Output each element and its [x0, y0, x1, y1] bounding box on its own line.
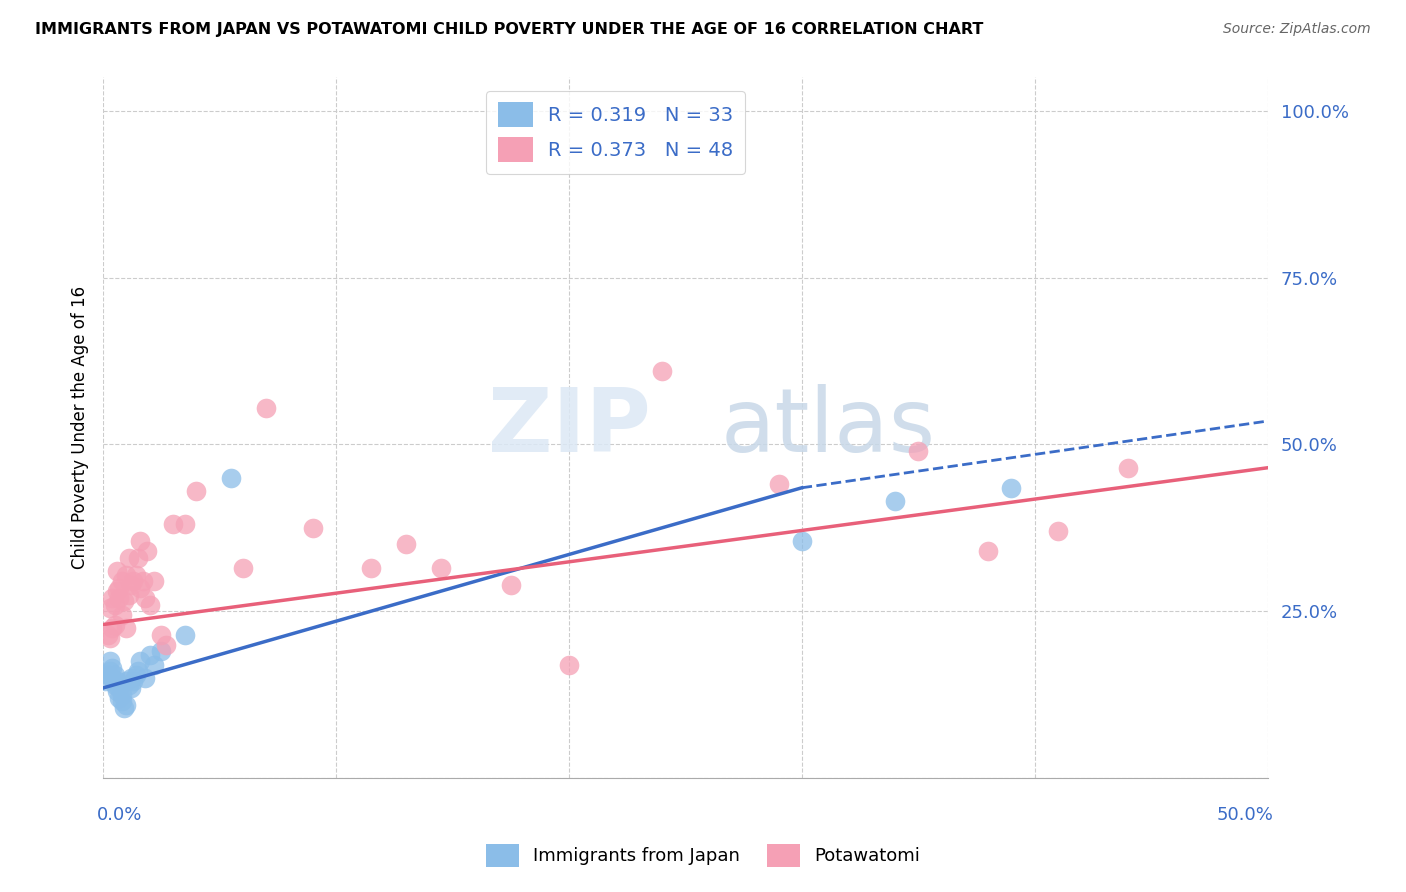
Point	[790, 534, 813, 549]
Point	[105, 564, 128, 578]
Legend: R = 0.319   N = 33, R = 0.373   N = 48: R = 0.319 N = 33, R = 0.373 N = 48	[486, 91, 745, 174]
Point	[301, 521, 323, 535]
Point	[118, 550, 141, 565]
Point	[134, 591, 156, 605]
Point	[104, 598, 127, 612]
Point	[120, 681, 142, 695]
Point	[907, 444, 929, 458]
Point	[136, 544, 159, 558]
Point	[111, 607, 134, 622]
Point	[101, 621, 124, 635]
Point	[254, 401, 277, 415]
Point	[108, 690, 131, 705]
Point	[98, 600, 121, 615]
Point	[132, 574, 155, 589]
Point	[115, 698, 138, 712]
Point	[112, 594, 135, 608]
Point	[105, 674, 128, 689]
Text: Source: ZipAtlas.com: Source: ZipAtlas.com	[1223, 22, 1371, 37]
Point	[143, 574, 166, 589]
Point	[162, 517, 184, 532]
Point	[125, 567, 148, 582]
Point	[122, 674, 145, 689]
Point	[98, 654, 121, 668]
Point	[150, 644, 173, 658]
Point	[108, 581, 131, 595]
Text: 50.0%: 50.0%	[1216, 806, 1274, 824]
Point	[122, 574, 145, 589]
Point	[219, 471, 242, 485]
Point	[768, 477, 790, 491]
Point	[360, 561, 382, 575]
Point	[232, 561, 254, 575]
Point	[186, 484, 208, 499]
Text: IMMIGRANTS FROM JAPAN VS POTAWATOMI CHILD POVERTY UNDER THE AGE OF 16 CORRELATIO: IMMIGRANTS FROM JAPAN VS POTAWATOMI CHIL…	[35, 22, 984, 37]
Point	[143, 657, 166, 672]
Point	[430, 561, 453, 575]
Point	[127, 665, 149, 679]
Point	[118, 677, 141, 691]
Point	[111, 574, 134, 589]
Point	[173, 627, 195, 641]
Point	[977, 544, 1000, 558]
Point	[138, 598, 160, 612]
Point	[1116, 460, 1139, 475]
Point	[127, 550, 149, 565]
Point	[651, 364, 673, 378]
Point	[108, 681, 131, 695]
Point	[558, 657, 581, 672]
Point	[94, 674, 117, 689]
Point	[134, 671, 156, 685]
Point	[129, 581, 152, 595]
Point	[129, 534, 152, 549]
Point	[120, 671, 142, 685]
Point	[1047, 524, 1070, 538]
Y-axis label: Child Poverty Under the Age of 16: Child Poverty Under the Age of 16	[72, 286, 89, 569]
Point	[105, 684, 128, 698]
Point	[395, 537, 418, 551]
Point	[108, 591, 131, 605]
Point	[112, 701, 135, 715]
Point	[104, 677, 127, 691]
Point	[150, 627, 173, 641]
Point	[125, 667, 148, 681]
Point	[111, 688, 134, 702]
Point	[98, 631, 121, 645]
Point	[1000, 481, 1022, 495]
Point	[104, 667, 127, 681]
Point	[101, 661, 124, 675]
Point	[115, 567, 138, 582]
Point	[115, 674, 138, 689]
Point	[104, 617, 127, 632]
Point	[120, 577, 142, 591]
Point	[101, 671, 124, 685]
Point	[97, 667, 120, 681]
Text: ZIP: ZIP	[488, 384, 651, 471]
Point	[499, 577, 522, 591]
Point	[118, 588, 141, 602]
Legend: Immigrants from Japan, Potawatomi: Immigrants from Japan, Potawatomi	[479, 837, 927, 874]
Point	[884, 494, 907, 508]
Point	[155, 638, 177, 652]
Text: atlas: atlas	[720, 384, 935, 471]
Point	[111, 694, 134, 708]
Point	[138, 648, 160, 662]
Point	[97, 627, 120, 641]
Point	[115, 621, 138, 635]
Point	[105, 584, 128, 599]
Point	[98, 665, 121, 679]
Point	[129, 654, 152, 668]
Point	[173, 517, 195, 532]
Point	[101, 591, 124, 605]
Text: 0.0%: 0.0%	[97, 806, 142, 824]
